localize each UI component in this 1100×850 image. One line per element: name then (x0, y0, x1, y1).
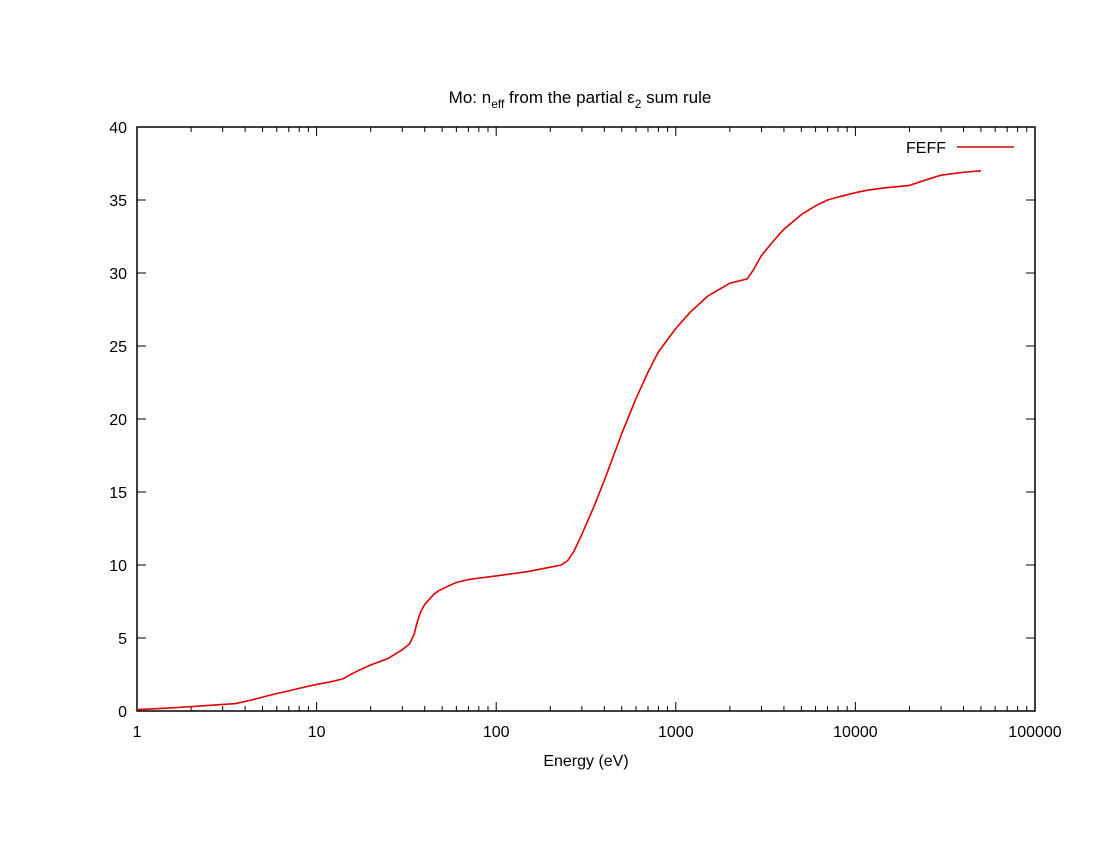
title-prefix: Mo: n (449, 88, 492, 107)
x-tick-label: 1 (133, 724, 142, 741)
x-axis-label: Energy (eV) (543, 753, 628, 770)
legend-label-feff: FEFF (906, 140, 946, 157)
y-tick-label: 20 (109, 412, 127, 429)
title-epsilon-subscript: 2 (635, 97, 642, 111)
y-tick-label: 5 (118, 631, 127, 648)
legend: FEFF (906, 140, 1014, 157)
title-middle: from the partial (504, 88, 627, 107)
chart-title: Mo: neff from the partial ε2 sum rule (449, 88, 712, 111)
y-tick-label: 40 (109, 120, 127, 137)
x-axis: 1 10 100 1000 10000 100000 (133, 127, 1062, 741)
y-axis: 0 5 10 15 20 25 30 35 40 (109, 120, 1035, 721)
y-tick-label: 10 (109, 558, 127, 575)
title-suffix: sum rule (641, 88, 711, 107)
series-layer (136, 170, 982, 711)
y-tick-label: 15 (109, 485, 127, 502)
y-tick-label: 35 (109, 193, 127, 210)
title-n-subscript: eff (491, 97, 505, 111)
x-tick-label: 10 (308, 724, 326, 741)
x-tick-label: 100 (483, 724, 510, 741)
y-tick-label: 30 (109, 266, 127, 283)
plot-frame (136, 126, 1036, 712)
x-tick-label: 1000 (658, 724, 694, 741)
x-tick-label: 100000 (1008, 724, 1061, 741)
x-tick-label: 10000 (833, 724, 878, 741)
y-tick-label: 25 (109, 339, 127, 356)
series-line-feff (136, 170, 982, 711)
y-tick-label: 0 (118, 704, 127, 721)
title-epsilon: ε (627, 88, 635, 107)
